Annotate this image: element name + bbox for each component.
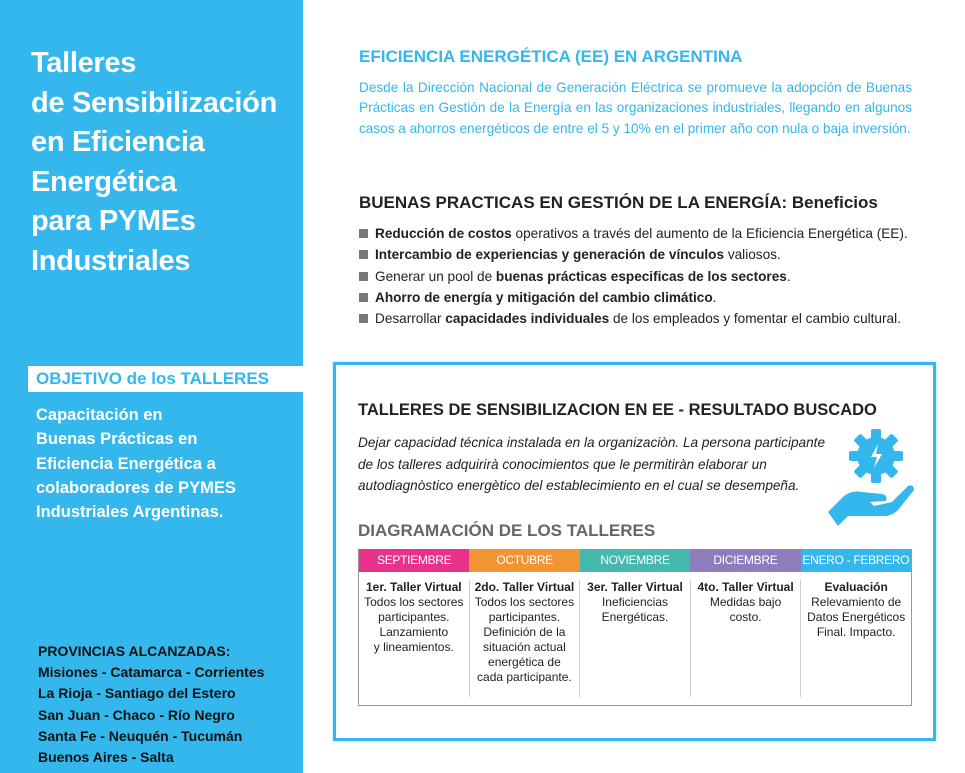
ee-text: Desde la Dirección Nacional de Generació… [359, 80, 912, 136]
cell-line: Energéticas. [601, 610, 669, 624]
benefit-text: Desarrollar [375, 311, 446, 327]
benefit-bold: Ahorro de energía y mitigación del cambi… [375, 289, 713, 305]
objetivo-line: Industriales Argentinas. [36, 503, 224, 522]
benefits-list: Reducción de costos operativos a través … [359, 223, 939, 329]
page-title: Talleres de Sensibilización en Eficiencia E… [31, 44, 277, 281]
month-header: SEPTIEMBRE [359, 549, 470, 572]
objetivo-line: Buenas Prácticas en [36, 430, 198, 449]
benefit-bold: buenas prácticas especificas de los sect… [495, 268, 787, 284]
cell-heading: Evaluación [824, 580, 888, 594]
month-header: ENERO - FEBRERO [800, 549, 912, 572]
cell-heading: 1er. Taller Virtual [365, 580, 462, 594]
cell-line: Relevamiento de [811, 595, 902, 609]
benefit-text: valiosos. [724, 247, 781, 263]
cell-line: Medidas bajo [709, 595, 782, 609]
month-header: OCTUBRE [469, 549, 580, 572]
month-header: DICIEMBRE [690, 549, 801, 572]
objetivo-heading: OBJETIVO de los TALLERES [28, 366, 303, 392]
provincia-line: Buenos Aires - Salta [38, 749, 174, 766]
cell-heading: 4to. Taller Virtual [697, 580, 794, 594]
schedule-body-row: 1er. Taller Virtual Todos los sectores par… [359, 572, 911, 697]
cell-line: Definición de la [483, 625, 566, 639]
provincias-heading: PROVINCIAS ALCANZADAS: [38, 643, 231, 659]
benefit-item: Intercambio de experiencias y generación… [359, 244, 939, 265]
objetivo-line: Capacitación en [36, 406, 163, 424]
benefit-text: operativos a través del aumento de la Ef… [511, 226, 908, 241]
cell-line: Datos Energéticos [807, 610, 906, 624]
resultado-title: TALLERES DE SENSIBILIZACION EN EE - RESU… [358, 401, 877, 419]
cell-line: participantes. [488, 610, 561, 624]
resultado-text: Dejar capacidad técnica instalada en la … [358, 435, 826, 493]
left-panel: Talleres de Sensibilización en Eficiencia E… [0, 0, 303, 773]
cell-line: Todos los sectores [364, 595, 464, 609]
bullet-square-icon [359, 229, 368, 238]
buenas-practicas-title: BUENAS PRACTICAS EN GESTIÓN DE LA ENERGÍ… [359, 193, 878, 212]
schedule-table: SEPTIEMBRE OCTUBRE NOVIEMBRE DICIEMBRE ENERO… [358, 549, 912, 706]
benefit-item: Ahorro de energía y mitigación del cambi… [359, 287, 939, 308]
bullet-square-icon [359, 271, 368, 281]
cell-line: y lineamientos. [373, 640, 454, 654]
objetivo-line: colaboradores de PYMES [36, 478, 236, 497]
benefit-text: . [712, 289, 717, 305]
title-line: en Eficiencia [31, 126, 205, 158]
schedule-header-row: SEPTIEMBRE OCTUBRE NOVIEMBRE DICIEMBRE ENERO… [359, 549, 912, 572]
title-line: de Sensibilización [31, 86, 277, 119]
ee-title: EFICIENCIA ENERGÉTICA (EE) EN ARGENTINA [359, 47, 743, 66]
objetivo-line: Eficiencia Energética a [36, 454, 216, 473]
schedule-cell: 2do. Taller Virtual Todos los sectores par… [468, 580, 580, 697]
objetivo-text: Capacitación en Buenas Prácticas en Eficie… [36, 403, 236, 524]
benefit-item: Reducción de costos operativos a través … [359, 223, 939, 244]
bullet-square-icon [359, 292, 368, 302]
cell-line: Final. Impacto. [816, 625, 896, 639]
provincia-line: La Rioja - Santiago del Estero [38, 685, 236, 702]
cell-line: cada participante. [477, 670, 572, 684]
benefit-bold: Reducción de costos [375, 226, 512, 241]
benefit-text: de los empleados y fomentar el cambio cu… [609, 311, 901, 327]
benefit-item: Desarrollar capacidades individuales de … [359, 308, 939, 329]
title-line: Talleres [31, 47, 137, 79]
provincia-line: Misiones - Catamarca - Corrientes [38, 664, 265, 681]
provincia-line: San Juan - Chaco - Río Negro [38, 706, 235, 723]
bullet-square-icon [359, 314, 368, 324]
cell-line: participantes. [378, 610, 450, 624]
provincias: PROVINCIAS ALCANZADAS: Misiones - Catama… [38, 641, 264, 768]
schedule-cell: 1er. Taller Virtual Todos los sectores par… [359, 580, 469, 697]
schedule-cell: Evaluación Relevamiento de Datos Energétic… [800, 580, 911, 697]
cell-heading: 3er. Taller Virtual [587, 580, 683, 594]
cell-line: costo. [729, 610, 762, 624]
cell-heading: 2do. Taller Virtual [474, 580, 575, 594]
cell-line: Todos los sectores [474, 595, 575, 609]
benefit-bold: capacidades individuales [445, 311, 610, 327]
benefit-bold: Intercambio de experiencias y generación… [375, 247, 725, 263]
hand-gear-energy-icon [826, 428, 918, 533]
benefit-text: Generar un pool de [375, 268, 496, 284]
benefit-item: Generar un pool de buenas prácticas espe… [359, 266, 939, 287]
month-header: NOVIEMBRE [579, 549, 691, 572]
title-line: para PYMEs [31, 205, 196, 237]
title-line: Energética [31, 165, 177, 198]
bullet-square-icon [359, 250, 368, 260]
benefit-text: . [786, 268, 791, 284]
cell-line: Lanzamiento [379, 625, 449, 639]
cell-line: situación actual [483, 640, 566, 654]
cell-line: Ineficiencias [601, 595, 668, 609]
provincia-line: Santa Fe - Neuquén - Tucumán [38, 727, 243, 744]
title-line: Industriales [31, 244, 191, 277]
schedule-cell: 4to. Taller Virtual Medidas bajo costo. [689, 580, 801, 697]
cell-line: energética de [488, 655, 561, 669]
diagramacion-title: DIAGRAMACIÓN DE LOS TALLERES [358, 521, 656, 540]
schedule-cell: 3er. Taller Virtual Ineficiencias Energéti… [579, 580, 690, 697]
resultado-box [333, 362, 936, 741]
